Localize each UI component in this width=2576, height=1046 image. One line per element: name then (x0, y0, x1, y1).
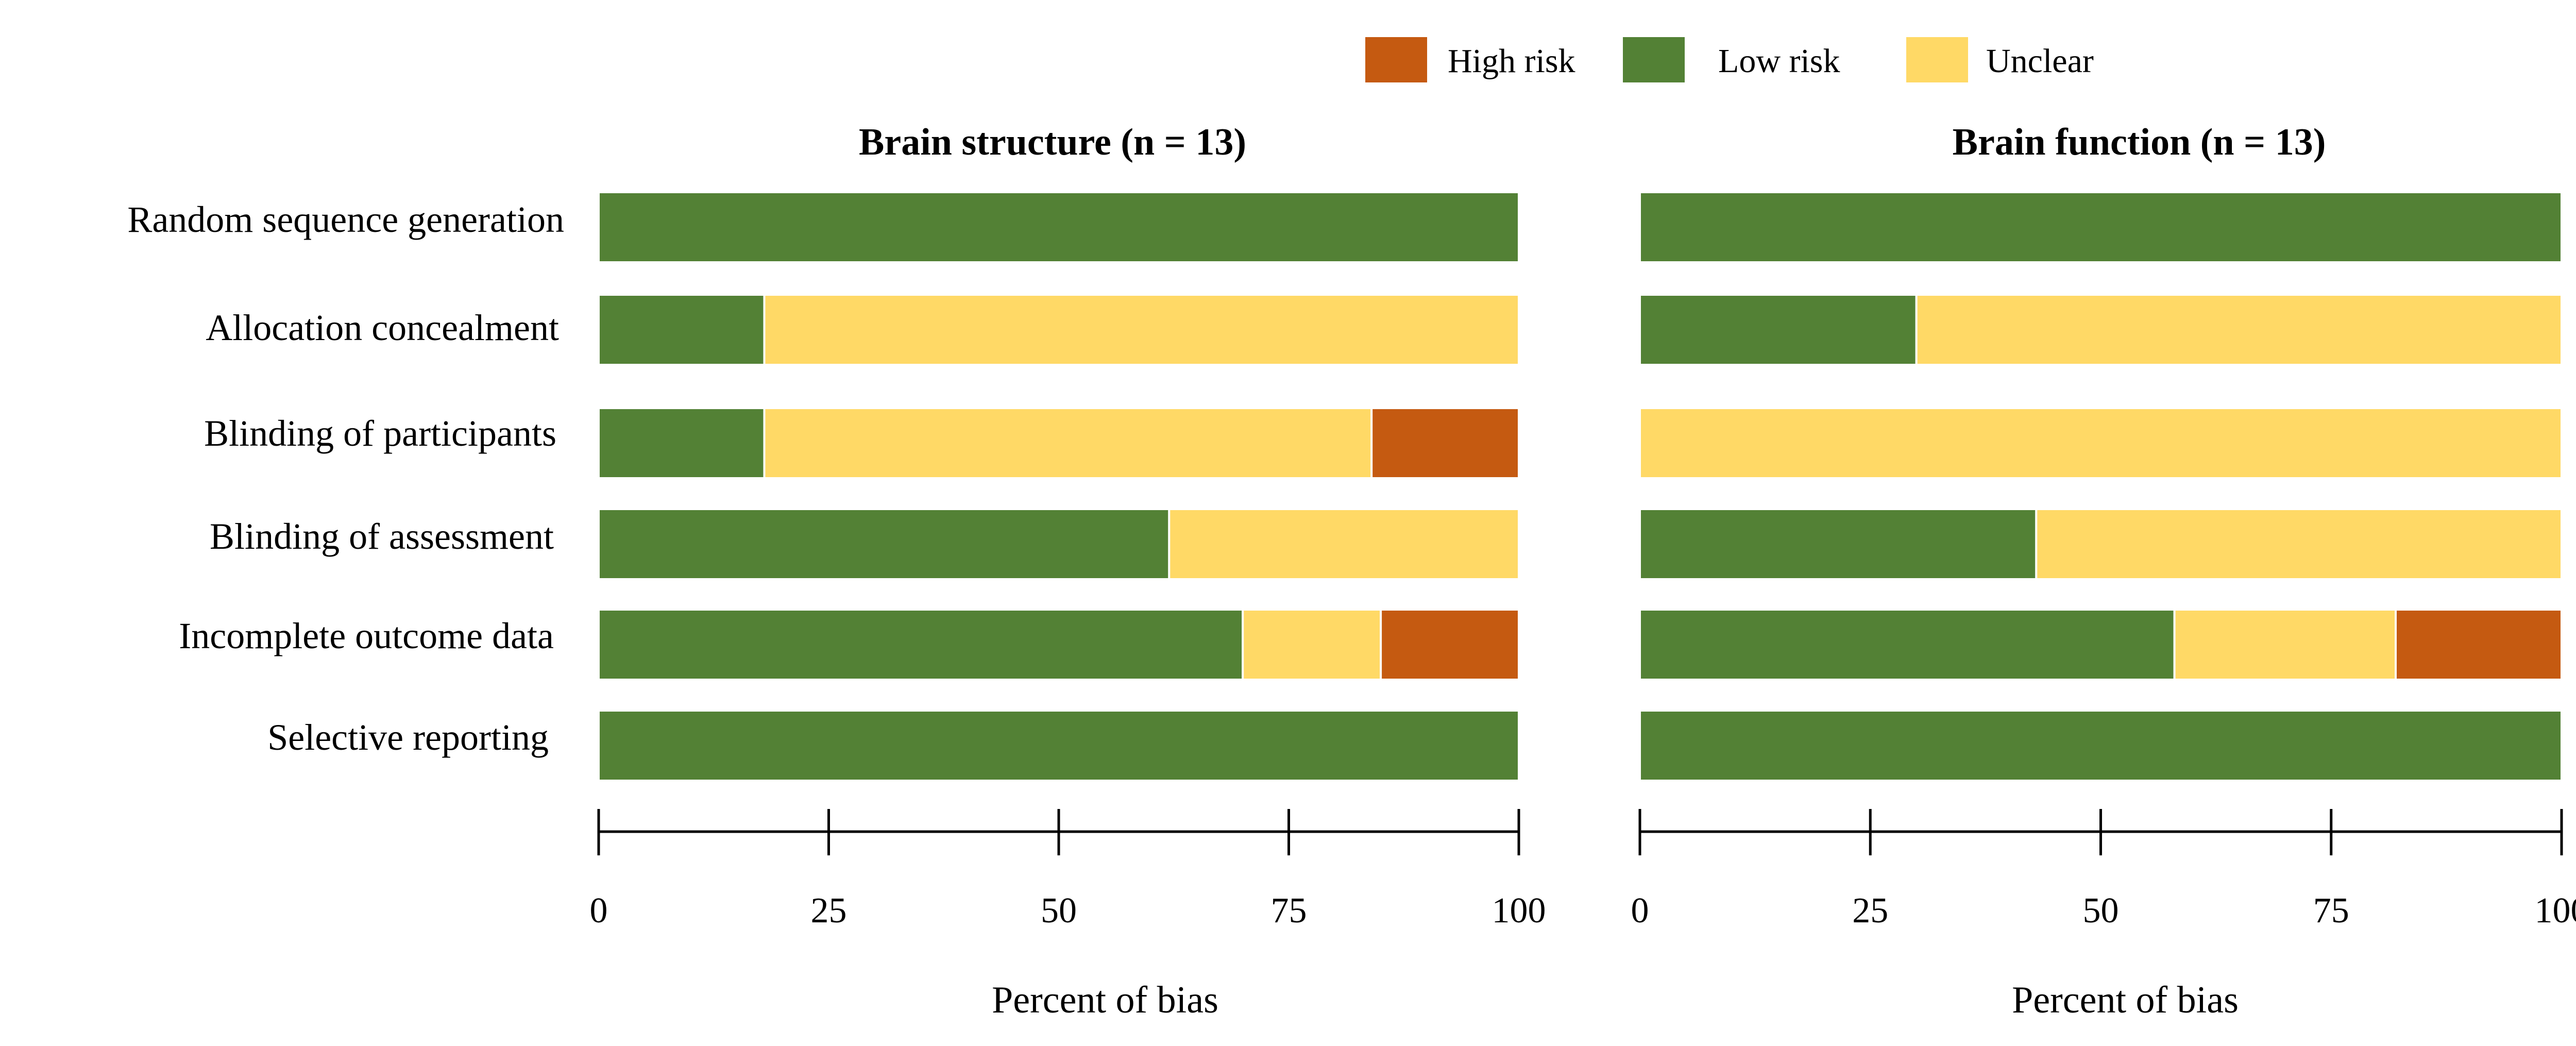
legend-label-high-risk: High risk (1448, 42, 1575, 80)
bar-brain-structure-allocation-concealment-unclear (763, 294, 1520, 366)
bar-brain-function-blinding-of-assessment-unclear (2035, 508, 2563, 580)
category-label-selective-reporting: Selective reporting (267, 717, 549, 758)
legend-label-low-risk: Low risk (1718, 42, 1840, 80)
x-tick-label-brain-function-25: 25 (1852, 891, 1888, 931)
x-tick-label-brain-function-50: 50 (2083, 891, 2119, 931)
bars-brain-function (1639, 191, 2563, 782)
legend-label-unclear: Unclear (1986, 42, 2094, 80)
bar-brain-structure-incomplete-outcome-data-low-risk (598, 609, 1244, 681)
x-axis-ticks-brain-function: 0 25 50 75 100 (1631, 809, 2576, 931)
bar-brain-structure-blinding-of-assessment-unclear (1168, 508, 1520, 580)
x-tick-label-brain-structure-25: 25 (811, 891, 847, 931)
bar-brain-structure-incomplete-outcome-data-high-risk (1380, 609, 1520, 681)
x-axis-ticks-brain-structure: 0 25 50 75 100 (590, 809, 1546, 931)
bar-brain-function-blinding-of-participants-unclear (1639, 407, 2563, 479)
bar-brain-structure-blinding-of-participants-unclear (763, 407, 1373, 479)
bar-brain-structure-blinding-of-participants-high-risk (1370, 407, 1520, 479)
x-tick-label-brain-structure-50: 50 (1041, 891, 1077, 931)
category-label-incomplete-outcome-data: Incomplete outcome data (179, 615, 554, 656)
bar-brain-function-blinding-of-assessment-low-risk (1639, 508, 2038, 580)
x-axis-title-brain-function: Percent of bias (2012, 979, 2239, 1021)
legend-swatch-high-risk (1365, 37, 1427, 82)
bar-brain-function-selective-reporting-low-risk (1639, 710, 2563, 782)
bar-brain-structure-incomplete-outcome-data-unclear (1242, 609, 1382, 681)
category-label-allocation-concealment: Allocation concealment (206, 307, 559, 348)
panel-title-brain-function: Brain function (n = 13) (1953, 121, 2326, 163)
bar-brain-function-random-sequence-generation-low-risk (1639, 191, 2563, 263)
bar-brain-structure-random-sequence-generation-low-risk (598, 191, 1520, 263)
panel-title-brain-structure: Brain structure (n = 13) (859, 121, 1246, 163)
x-tick-label-brain-function-0: 0 (1631, 891, 1649, 931)
x-tick-label-brain-function-100: 100 (2535, 891, 2576, 931)
panel-brain-structure: Brain structure (n = 13) 0 25 50 75 100 Perc… (590, 121, 1546, 1021)
bar-brain-function-allocation-concealment-low-risk (1639, 294, 1918, 366)
x-tick-label-brain-function-75: 75 (2313, 891, 2349, 931)
bar-brain-structure-blinding-of-assessment-low-risk (598, 508, 1171, 580)
bar-brain-structure-allocation-concealment-low-risk (598, 294, 766, 366)
legend-swatch-low-risk (1623, 37, 1685, 82)
category-label-blinding-of-participants: Blinding of participants (204, 413, 556, 454)
category-labels: Random sequence generation Allocation co… (127, 199, 564, 758)
x-tick-label-brain-structure-100: 100 (1492, 891, 1546, 931)
bar-brain-function-allocation-concealment-unclear (1915, 294, 2563, 366)
x-tick-label-brain-structure-0: 0 (590, 891, 608, 931)
bars-brain-structure (598, 191, 1520, 782)
legend-swatch-unclear (1906, 37, 1968, 82)
bar-brain-function-incomplete-outcome-data-unclear (2173, 609, 2397, 681)
category-label-blinding-of-assessment: Blinding of assessment (210, 516, 554, 557)
x-axis-title-brain-structure: Percent of bias (992, 979, 1218, 1021)
bar-brain-structure-selective-reporting-low-risk (598, 710, 1520, 782)
category-label-random-sequence-generation: Random sequence generation (127, 199, 564, 240)
panel-brain-function: Brain function (n = 13) 0 25 50 75 100 Perce… (1631, 121, 2576, 1021)
bar-brain-function-incomplete-outcome-data-high-risk (2395, 609, 2563, 681)
x-tick-label-brain-structure-75: 75 (1271, 891, 1307, 931)
legend: High risk Low risk Unclear (1365, 37, 2094, 82)
bar-brain-structure-blinding-of-participants-low-risk (598, 407, 766, 479)
bar-brain-function-incomplete-outcome-data-low-risk (1639, 609, 2176, 681)
